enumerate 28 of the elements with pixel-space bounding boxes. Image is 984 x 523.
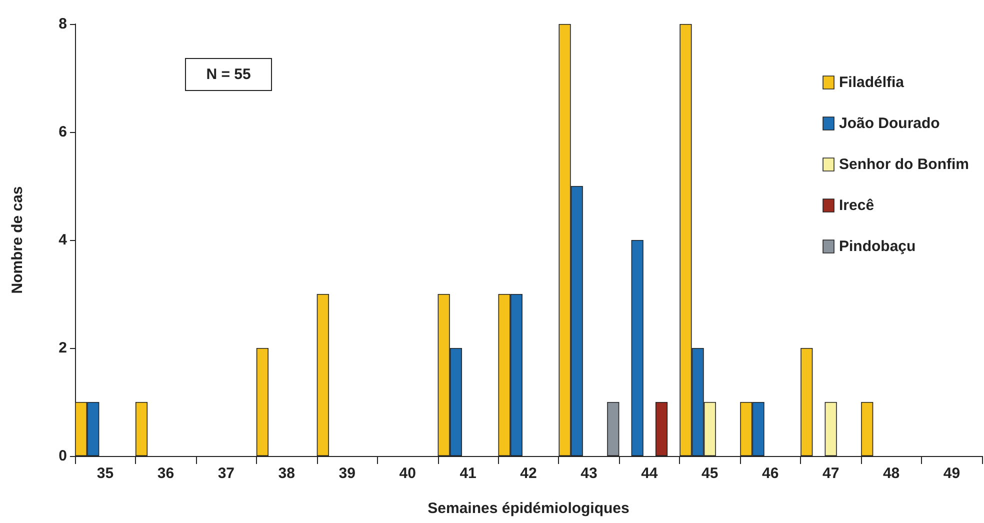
legend-label: Irecê xyxy=(839,197,874,214)
y-tick-label: 0 xyxy=(58,448,67,464)
x-tick-label: 39 xyxy=(338,465,356,482)
legend-label: Senhor do Bonfim xyxy=(839,156,970,173)
y-axis-title: Nombre de cas xyxy=(9,186,26,294)
x-tick-label: 42 xyxy=(520,465,537,482)
x-tick-label: 41 xyxy=(460,465,476,482)
x-tick-label: 37 xyxy=(218,465,235,482)
x-tick-label: 38 xyxy=(278,465,295,482)
legend-label: Filadélfia xyxy=(839,74,905,91)
y-tick-label: 8 xyxy=(58,16,67,32)
x-tick-label: 43 xyxy=(580,465,598,482)
x-tick-label: 40 xyxy=(399,465,416,482)
y-tick-label: 4 xyxy=(58,232,68,248)
x-tick-label: 35 xyxy=(96,465,114,482)
y-tick-label: 2 xyxy=(58,340,67,356)
x-tick-label: 46 xyxy=(762,465,779,482)
x-tick-label: 47 xyxy=(822,465,840,482)
y-tick-label: 6 xyxy=(58,124,67,140)
annotation: N = 55 xyxy=(206,66,251,83)
x-tick-label: 49 xyxy=(943,465,960,482)
legend-label: João Dourado xyxy=(839,115,940,132)
x-tick-label: 48 xyxy=(882,465,900,482)
x-tick-label: 36 xyxy=(157,465,174,482)
x-tick-label: 45 xyxy=(702,465,718,482)
legend-label: Pindobaçu xyxy=(839,238,916,255)
x-axis-title: Semaines épidémiologiques xyxy=(428,500,630,517)
x-tick-label: 44 xyxy=(641,465,658,482)
